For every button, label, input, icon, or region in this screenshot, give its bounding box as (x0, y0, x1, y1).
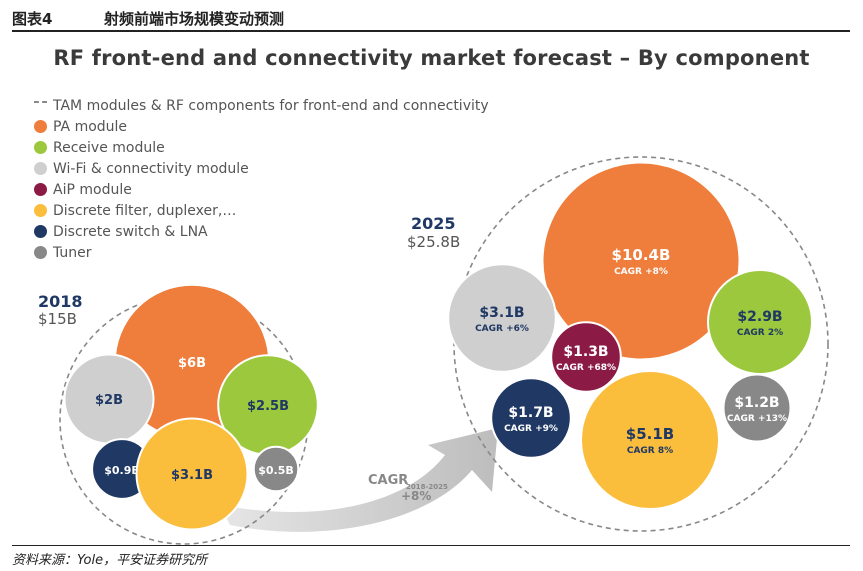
bubble-value-label: $2.9B (737, 309, 782, 325)
legend-swatch (34, 246, 47, 259)
bubble-value-label: $5.1B (626, 425, 674, 443)
figure-title: 射频前端市场规模变动预测 (104, 10, 285, 28)
legend-item: Receive module (34, 137, 489, 158)
bubble-layer: $6B $2B $2.5B $0.9B $3.1B $0.5B $10.4B CAGR +8%… (63, 161, 813, 531)
bubble-value-label: $0.9B (104, 464, 140, 477)
dashed-line-icon (34, 99, 47, 112)
bubble-cagr-label: CAGR +13% (727, 414, 787, 424)
legend-swatch (34, 225, 47, 238)
legend: TAM modules & RF components for front-en… (34, 95, 489, 263)
source-note: 资料来源：Yole，平安证券研究所 (12, 545, 850, 568)
bubble-2025 (550, 321, 622, 393)
legend-swatch (34, 183, 47, 196)
year-label-2018: 2018 (38, 292, 83, 311)
legend-item-tam: TAM modules & RF components for front-en… (34, 95, 489, 116)
bubble-value-label: $6B (178, 356, 206, 371)
bubble-value-label: $2.5B (247, 399, 289, 414)
bubble-cagr-label: CAGR +8% (614, 267, 668, 277)
bubble-cagr-label: CAGR 2% (737, 328, 783, 338)
bubble-value-label: $1.2B (734, 395, 779, 411)
legend-item: Wi-Fi & connectivity module (34, 158, 489, 179)
chart-title: RF front-end and connectivity market for… (53, 46, 810, 70)
bubble-cagr-label: CAGR +9% (504, 424, 558, 434)
legend-swatch (34, 120, 47, 133)
bubble-2025 (541, 161, 741, 361)
legend-label: Receive module (53, 139, 165, 156)
legend-swatch (34, 204, 47, 217)
legend-label: Discrete filter, duplexer,… (53, 202, 237, 219)
bubble-value-label: $3.1B (479, 305, 524, 321)
year-label-2025: 2025 (411, 214, 456, 233)
bubble-value-label: $2B (95, 393, 123, 408)
growth-arrow (220, 428, 498, 532)
bubble-value-label: $1.3B (563, 344, 608, 360)
legend-swatch (34, 141, 47, 154)
legend-swatch (34, 162, 47, 175)
total-label-2018: $15B (38, 310, 77, 328)
bubble-cagr-label: CAGR +68% (556, 363, 616, 373)
bubble-cagr-label: CAGR 8% (627, 446, 673, 456)
legend-label: Discrete switch & LNA (53, 223, 208, 240)
total-label-2025: $25.8B (407, 233, 461, 251)
bubble-cagr-label: CAGR +6% (475, 324, 529, 334)
bubble-2025 (447, 263, 557, 373)
bubble-value-label: $1.7B (508, 405, 553, 421)
legend-label: TAM modules & RF components for front-en… (53, 97, 489, 114)
figure-label: 图表4 (12, 10, 53, 28)
bubble-value-label: $3.1B (171, 468, 213, 483)
bubble-2025 (722, 373, 792, 443)
legend-item: Tuner (34, 242, 489, 263)
cagr-value: +8% (401, 489, 431, 503)
legend-label: PA module (53, 118, 128, 135)
bubble-2025 (490, 377, 572, 459)
bubble-value-label: $10.4B (612, 246, 671, 264)
legend-item: AiP module (34, 179, 489, 200)
legend-item: Discrete switch & LNA (34, 221, 489, 242)
bubble-2025 (580, 370, 720, 510)
cagr-period: 2018-2025 (406, 483, 448, 491)
cagr-annotation: CAGR 2018-2025 +8% (368, 473, 448, 503)
figure-header: 图表4 射频前端市场规模变动预测 (12, 6, 850, 32)
bubble-2018 (135, 417, 249, 531)
bubble-2018 (252, 445, 300, 493)
legend-item: PA module (34, 116, 489, 137)
legend-label: AiP module (53, 181, 132, 198)
bubble-value-label: $0.5B (258, 464, 294, 477)
legend-label: Tuner (53, 244, 92, 261)
legend-label: Wi-Fi & connectivity module (53, 160, 249, 177)
cagr-label: CAGR (368, 473, 408, 488)
legend-item: Discrete filter, duplexer,… (34, 200, 489, 221)
